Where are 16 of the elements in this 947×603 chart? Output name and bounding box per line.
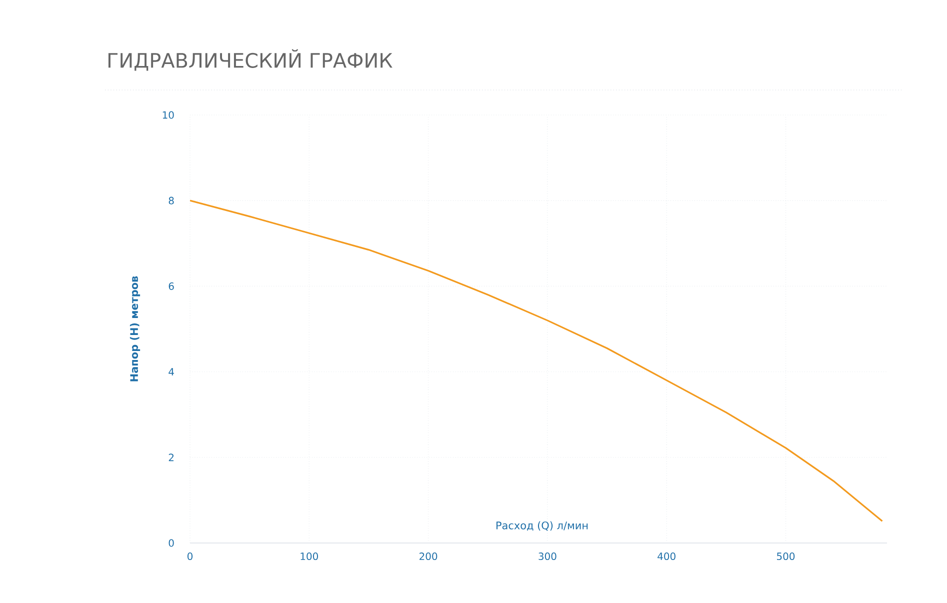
line-series <box>190 200 884 522</box>
y-tick-label: 4 <box>168 368 174 376</box>
y-axis-title: Напор (H) метров <box>130 276 140 382</box>
x-tick-label: 200 <box>420 552 438 560</box>
x-axis-title: Расход (Q) л/мин <box>496 521 588 531</box>
y-tick-label: 0 <box>168 539 174 547</box>
chart-title: ГИДРАВЛИЧЕСКИЙ ГРАФИК <box>108 49 392 71</box>
y-tick-label: 8 <box>168 196 174 204</box>
x-tick-label: 500 <box>776 552 795 560</box>
x-tick-label: 100 <box>300 552 318 560</box>
x-tick-label: 0 <box>187 552 193 560</box>
y-tick-label: 6 <box>168 282 174 290</box>
y-tick-label: 2 <box>168 454 174 462</box>
y-tick-label: 10 <box>162 111 174 119</box>
x-tick-label: 300 <box>538 552 556 560</box>
x-tick-label: 400 <box>658 552 676 560</box>
